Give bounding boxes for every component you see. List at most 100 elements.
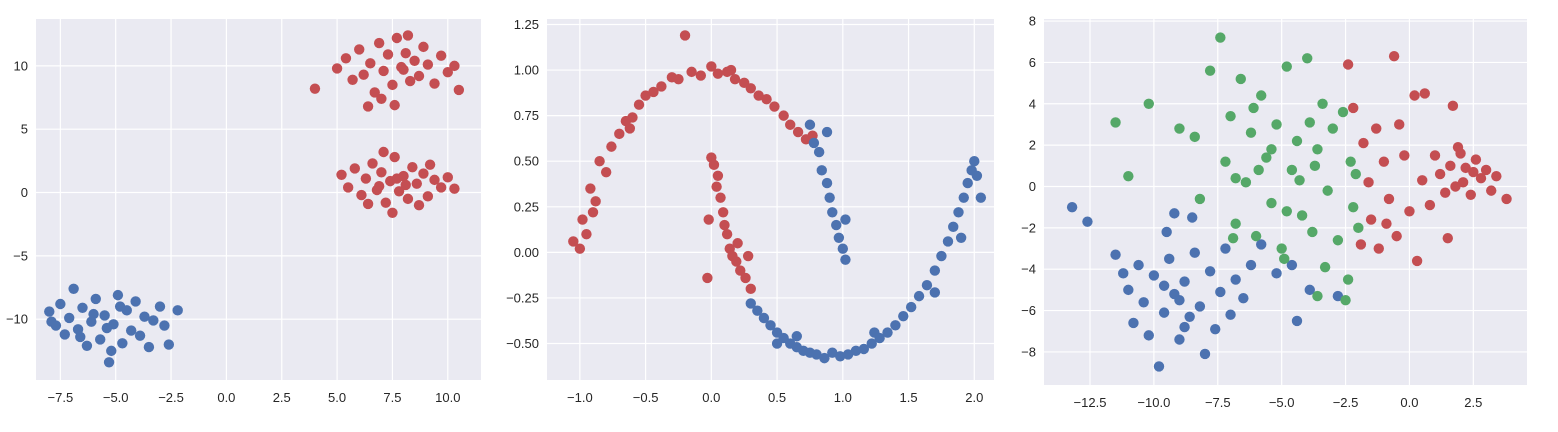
- x-tick-label: 0.0: [217, 390, 235, 405]
- scatter-point: [1279, 253, 1290, 265]
- scatter-point: [424, 159, 436, 170]
- scatter-point: [1327, 123, 1338, 134]
- scatter-point: [1391, 230, 1402, 242]
- scatter-point: [587, 207, 599, 218]
- scatter-point: [148, 315, 159, 326]
- scatter-point: [1066, 201, 1078, 213]
- scatter-point: [400, 179, 411, 191]
- scatter-point: [600, 166, 612, 178]
- scatter-point: [378, 65, 389, 77]
- scatter-point: [1388, 51, 1400, 62]
- plot-background: [547, 19, 994, 380]
- scatter-point: [858, 343, 870, 355]
- scatter-point: [1179, 321, 1190, 333]
- scatter-point: [1271, 268, 1282, 279]
- scatter-point: [382, 49, 394, 60]
- scatter-point: [834, 351, 846, 362]
- scatter-point: [1174, 334, 1185, 345]
- y-tick-label: 8: [1029, 14, 1036, 29]
- scatter-point: [1133, 259, 1144, 271]
- scatter-point: [435, 50, 447, 61]
- scatter-point: [1332, 235, 1344, 246]
- series-1: [1110, 32, 1364, 306]
- scatter-point: [1123, 284, 1134, 296]
- x-tick-label: 2.5: [1464, 395, 1482, 410]
- scatter-point: [1429, 150, 1441, 161]
- scatter-point: [1309, 160, 1321, 172]
- scatter-point: [356, 189, 367, 201]
- x-tick-label: −10.0: [1137, 395, 1170, 410]
- scatter-point: [1417, 175, 1428, 186]
- scatter-point: [921, 279, 933, 291]
- scatter-point: [1189, 131, 1200, 143]
- x-tick-label: 0.0: [1400, 395, 1418, 410]
- scatter-point: [1235, 73, 1246, 85]
- scatter-point: [1322, 185, 1333, 196]
- scatter-point: [1312, 144, 1323, 155]
- scatter-point: [1470, 154, 1482, 165]
- subplot-moons: −1.0 −0.5 0.0 0.5 1.0 1.5 2.0 −0.50 −0.25 0.00 0.2…: [506, 17, 994, 405]
- scatter-point: [1253, 164, 1264, 176]
- x-tick-label: 2.5: [273, 390, 291, 405]
- scatter-point: [130, 296, 141, 307]
- scatter-point: [391, 32, 403, 44]
- scatter-point: [1365, 214, 1377, 225]
- scatter-point: [1148, 270, 1160, 281]
- scatter-point: [1317, 98, 1328, 109]
- scatter-point: [362, 101, 374, 112]
- scatter-point: [342, 182, 354, 193]
- scatter-point: [44, 306, 55, 317]
- scatter-point: [422, 59, 434, 70]
- scatter-point: [606, 141, 617, 152]
- scatter-point: [745, 283, 756, 295]
- x-tick-label: 5.0: [328, 390, 346, 405]
- scatter-point: [882, 327, 893, 338]
- y-tick-label: 4: [1029, 96, 1036, 111]
- scatter-point: [729, 73, 741, 85]
- y-tick-label: −0.25: [506, 290, 539, 305]
- scatter-point: [376, 167, 387, 178]
- scatter-point: [577, 214, 588, 225]
- scatter-point: [1266, 197, 1277, 209]
- scatter-point: [1424, 199, 1436, 211]
- scatter-point: [1158, 280, 1170, 291]
- scatter-point: [1468, 166, 1479, 178]
- scatter-point: [753, 90, 764, 101]
- scatter-point: [453, 84, 465, 96]
- scatter-point: [1442, 232, 1453, 244]
- scatter-point: [1381, 218, 1392, 229]
- scatter-point: [808, 137, 820, 149]
- scatter-point: [1194, 301, 1206, 312]
- scatter-point: [1404, 206, 1415, 217]
- scatter-point: [712, 68, 724, 79]
- scatter-point: [1174, 295, 1185, 306]
- y-tick-label: 0: [21, 185, 28, 200]
- x-tick-label: −0.5: [633, 390, 659, 405]
- scatter-point: [1204, 266, 1216, 277]
- scatter-point: [1256, 239, 1267, 250]
- scatter-point: [1276, 243, 1287, 254]
- y-tick-label: −6: [1021, 303, 1036, 318]
- scatter-point: [309, 83, 321, 94]
- scatter-point: [1358, 137, 1369, 149]
- x-tick-label: 2.0: [965, 390, 983, 405]
- scatter-point: [1394, 119, 1405, 130]
- subplot-gaussian-clusters: −12.5 −10.0 −7.5 −5.0 −2.5 0.0 2.5 −8 −6 −4 −2 0 2 4 6…: [1021, 14, 1527, 410]
- scatter-point: [765, 320, 776, 331]
- scatter-point: [752, 305, 763, 316]
- scatter-point: [740, 272, 751, 284]
- scatter-point: [1304, 117, 1315, 128]
- scatter-point: [913, 290, 925, 302]
- scatter-point: [761, 94, 772, 105]
- y-tick-label: 1.00: [514, 63, 539, 78]
- scatter-point: [365, 58, 376, 69]
- scatter-point: [125, 325, 137, 336]
- scatter-point: [866, 338, 877, 349]
- scatter-point: [1123, 170, 1134, 182]
- scatter-point: [758, 312, 770, 324]
- scatter-point: [367, 158, 378, 169]
- scatter-point: [955, 232, 967, 243]
- scatter-point: [929, 287, 941, 298]
- scatter-point: [732, 238, 743, 249]
- scatter-point: [721, 228, 733, 240]
